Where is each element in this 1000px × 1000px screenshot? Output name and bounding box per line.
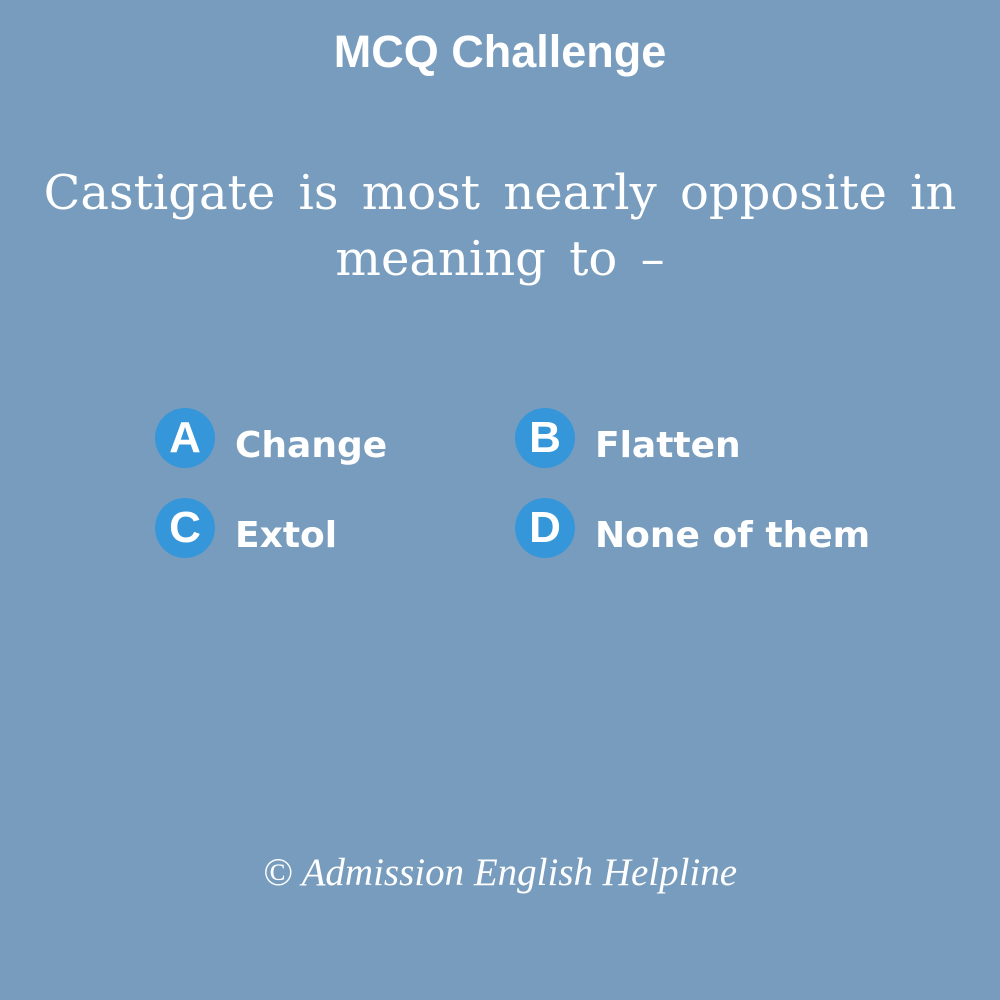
option-b[interactable]: B Flatten (515, 408, 741, 470)
option-c[interactable]: C Extol (155, 498, 338, 560)
copyright-footer: © Admission English Helpline (262, 851, 738, 894)
question-text: Castigate is most nearly opposite in mea… (43, 165, 957, 287)
page-title: MCQ Challenge (333, 26, 667, 77)
option-badge-c: C (155, 498, 215, 558)
option-a[interactable]: A Change (155, 408, 388, 470)
option-label-c: Extol (235, 515, 338, 556)
option-d[interactable]: D None of them (515, 498, 871, 560)
option-label-d: None of them (595, 515, 871, 556)
option-label-b: Flatten (595, 425, 741, 466)
option-badge-a: A (155, 408, 215, 468)
option-label-a: Change (235, 425, 388, 466)
option-badge-d: D (515, 498, 575, 558)
option-badge-b: B (515, 408, 575, 468)
